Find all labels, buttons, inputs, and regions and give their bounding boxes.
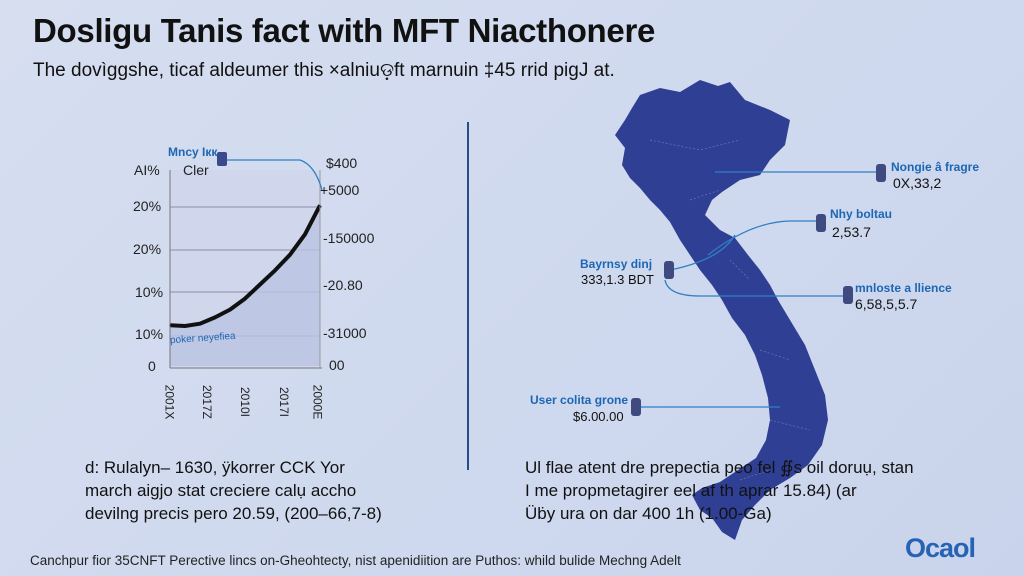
- y-tick-label: AI%: [134, 162, 160, 178]
- note-line: march aigjo stat creciere calụ accho: [85, 481, 357, 500]
- notes-left: d: Rulalyn– 1630, ÿkorrer CCK Yor march …: [85, 456, 382, 525]
- divider: [467, 122, 469, 470]
- map-shape: [615, 80, 828, 540]
- right-tick-label: -150000: [323, 230, 375, 246]
- data-point: [184, 325, 186, 327]
- right-tick-label: $400: [326, 155, 358, 171]
- right-tick-label: 00: [329, 357, 345, 373]
- y-tick-label: 20%: [133, 198, 162, 214]
- legend-connector: [224, 159, 323, 191]
- line-chart: [169, 152, 323, 369]
- data-point: [199, 323, 201, 325]
- note-line: devilng precis pero 20.59, (200–66,7-8): [85, 504, 382, 523]
- note-line: Üḃy ura on dar 400 1h (1.00-Ga): [525, 504, 772, 523]
- page-title: Dosligu Tanis fact with MFT Niacthonere: [33, 12, 656, 49]
- callout-value: 0X,33,2: [893, 175, 942, 191]
- callout-value: 333,1.3 BDT: [581, 272, 654, 287]
- callout-line-2: [707, 220, 818, 256]
- y-tick-label: 10%: [135, 326, 164, 342]
- callout-marker-icon: [664, 261, 674, 279]
- data-point: [289, 254, 291, 256]
- x-tick-label: 2001X: [162, 384, 177, 420]
- callout-label: Nongie â fragre: [891, 160, 980, 174]
- area-fill: [170, 205, 320, 366]
- note-line: d: Rulalyn– 1630, ÿkorrer CCK Yor: [85, 458, 345, 477]
- right-tick-label: +5000: [320, 182, 360, 198]
- data-point: [244, 298, 246, 300]
- callout-marker-icon: [843, 286, 853, 304]
- x-tick-label: 2017Z: [200, 384, 215, 420]
- callout-label: User colita grone: [530, 393, 629, 407]
- callout-line-3b: [664, 279, 845, 297]
- note-line: I me propmetagirer eel af th aprar 15.84…: [525, 481, 857, 500]
- brand-logo: Ocaol: [905, 533, 976, 563]
- x-tick-label: 2017I: [277, 386, 292, 418]
- y-tick-label: 0: [148, 358, 156, 374]
- notes-right: Ul flae atent dre prepectia peo fel ∯s o…: [525, 456, 914, 525]
- callout-value: 6,58,5,5.7: [855, 296, 918, 312]
- data-point: [274, 269, 276, 271]
- data-point: [214, 316, 216, 318]
- y-tick-label: 10%: [135, 284, 164, 300]
- callout-label: mnloste a llience: [855, 281, 952, 295]
- x-tick-label: 2010I: [238, 386, 253, 418]
- page-subtitle: The dovìggshe, ticaf aldeumer this ×alni…: [33, 60, 615, 81]
- data-point: [229, 309, 231, 311]
- footer-text: Canchpur fior 35CNFT Perective lincs on-…: [30, 553, 681, 568]
- x-tick-label: 2000E: [310, 384, 325, 420]
- callout-marker-icon: [876, 164, 886, 182]
- data-point: [169, 324, 171, 326]
- vietnam-map: [615, 80, 886, 540]
- data-point: [319, 204, 321, 206]
- legend-marker-icon: [217, 152, 227, 166]
- y-tick-label: 20%: [133, 241, 162, 257]
- callout-value: $6.00.00: [573, 409, 624, 424]
- callout-marker-icon: [816, 214, 826, 232]
- callout-label: Bayrnsy dinj: [580, 257, 653, 271]
- legend-label: Mncy Iкк: [168, 145, 218, 159]
- right-tick-label: -31000: [323, 325, 367, 341]
- data-point: [304, 233, 306, 235]
- legend-label: Cler: [183, 162, 209, 178]
- callout-label: Nhy boltau: [830, 207, 892, 221]
- callout-line-3a: [669, 234, 736, 271]
- callout-value: 2,53.7: [832, 224, 871, 240]
- data-point: [259, 283, 261, 285]
- note-line: Ul flae atent dre prepectia peo fel ∯s o…: [525, 458, 914, 477]
- right-tick-label: -20.80: [323, 277, 363, 293]
- callout-marker-icon: [631, 398, 641, 416]
